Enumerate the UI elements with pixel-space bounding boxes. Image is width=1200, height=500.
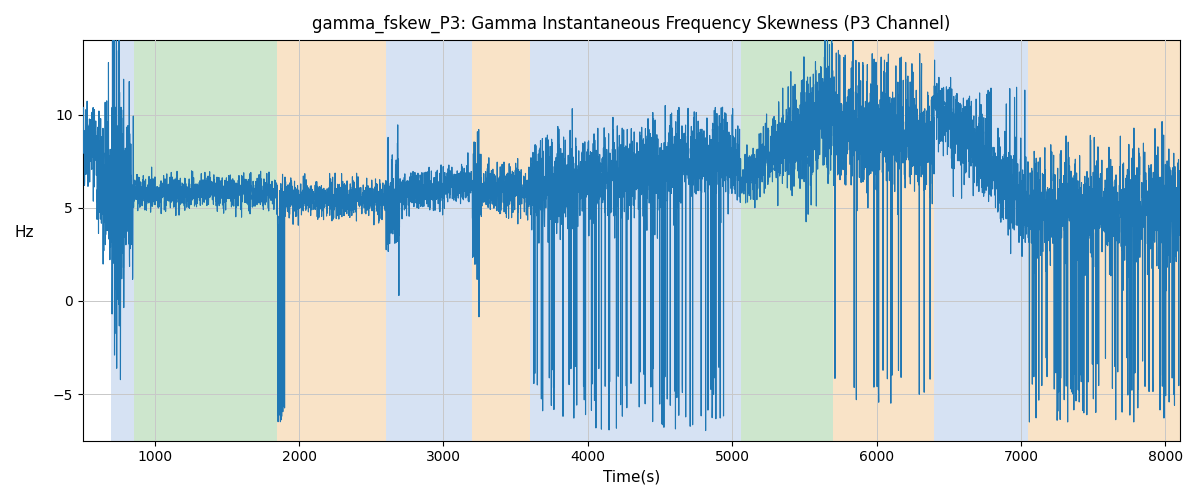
X-axis label: Time(s): Time(s) [602, 470, 660, 485]
Y-axis label: Hz: Hz [14, 226, 35, 240]
Bar [134, 40, 277, 440]
Bar [473, 40, 530, 440]
Bar [726, 40, 740, 440]
Title: gamma_fskew_P3: Gamma Instantaneous Frequency Skewness (P3 Channel): gamma_fskew_P3: Gamma Instantaneous Freq… [312, 15, 950, 34]
Bar [530, 40, 726, 440]
Bar [1028, 40, 1194, 440]
Bar [935, 40, 1028, 440]
Bar [277, 40, 385, 440]
Bar [385, 40, 473, 440]
Bar [112, 40, 134, 440]
Bar [833, 40, 935, 440]
Bar [740, 40, 833, 440]
